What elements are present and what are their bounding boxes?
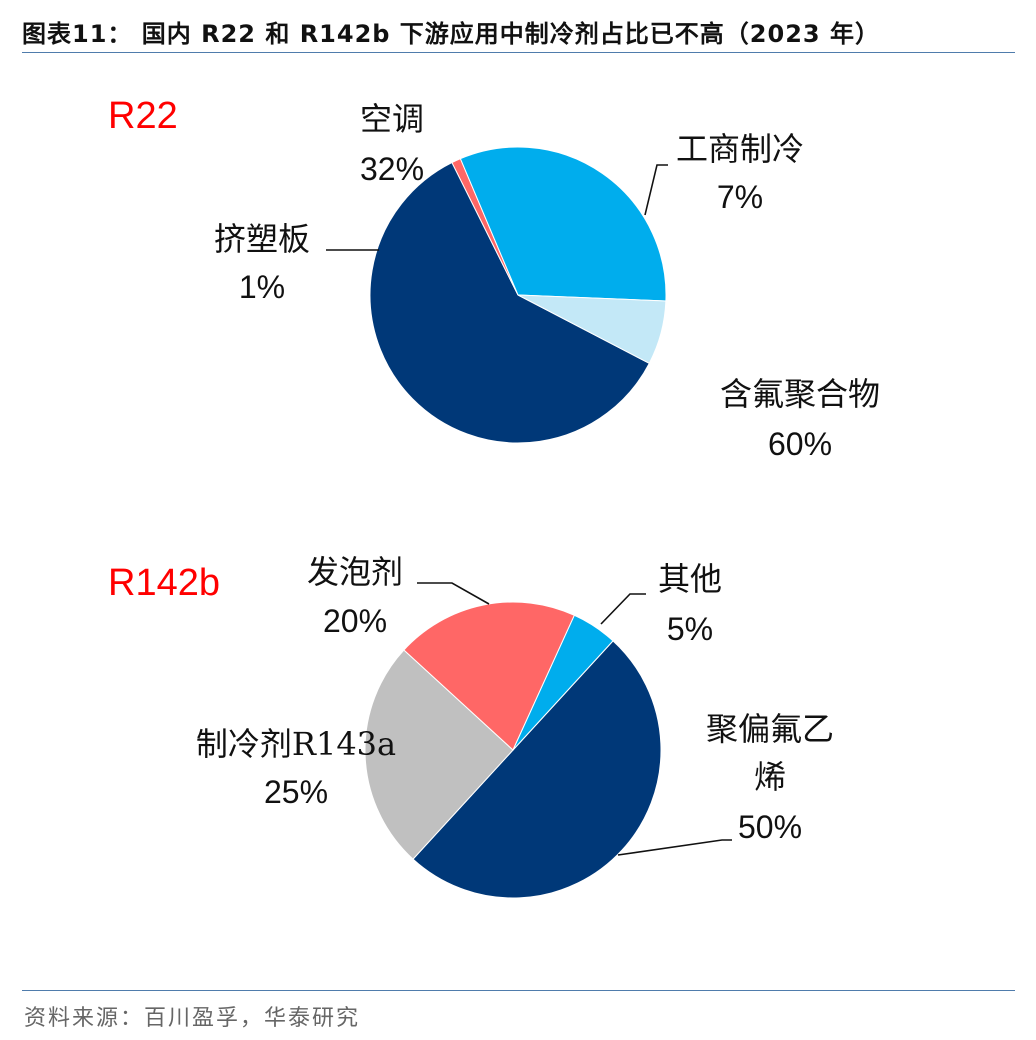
slice-label: 挤塑板 (214, 220, 310, 258)
leader-line (617, 839, 732, 856)
pie-slice (459, 146, 667, 302)
chart-title-2: R142b (108, 562, 220, 604)
leader-line (417, 582, 490, 605)
slice-label: 空调 (360, 100, 424, 138)
slice-label: 其他 (658, 560, 722, 598)
chart-title-1: R22 (108, 95, 178, 137)
leader-line (644, 164, 668, 216)
source-rule (22, 990, 1015, 991)
slice-label: 发泡剂 (307, 553, 403, 591)
pie-slice (412, 640, 662, 899)
slice-label: 制冷剂R143a (196, 725, 396, 763)
slice-label: 含氟聚合物 (720, 375, 880, 413)
title-rule (22, 52, 1015, 53)
slice-percent-label: 1% (239, 269, 285, 305)
source-note: 资料来源：百川盈孚，华泰研究 (24, 1006, 361, 1031)
slice-label: 聚偏氟乙 (706, 710, 834, 748)
leader-line (600, 593, 646, 625)
slice-label: 工商制冷 (676, 130, 804, 168)
pie-slice (403, 601, 576, 751)
slice-percent-label: 20% (323, 603, 387, 639)
pie-slice (369, 161, 650, 444)
figure-title: 图表11： 国内 R22 和 R142b 下游应用中制冷剂占比已不高（2023 … (22, 20, 880, 48)
slice-label: 烯 (754, 758, 786, 796)
slice-percent-label: 32% (360, 151, 424, 187)
slice-percent-label: 50% (738, 809, 802, 845)
slice-percent-label: 7% (717, 179, 763, 215)
pie-slice (517, 294, 667, 365)
slice-percent-label: 60% (768, 426, 832, 462)
pie-slice (512, 614, 614, 751)
slice-percent-label: 5% (667, 611, 713, 647)
pie-slice (364, 649, 514, 860)
slice-percent-label: 25% (264, 774, 328, 810)
